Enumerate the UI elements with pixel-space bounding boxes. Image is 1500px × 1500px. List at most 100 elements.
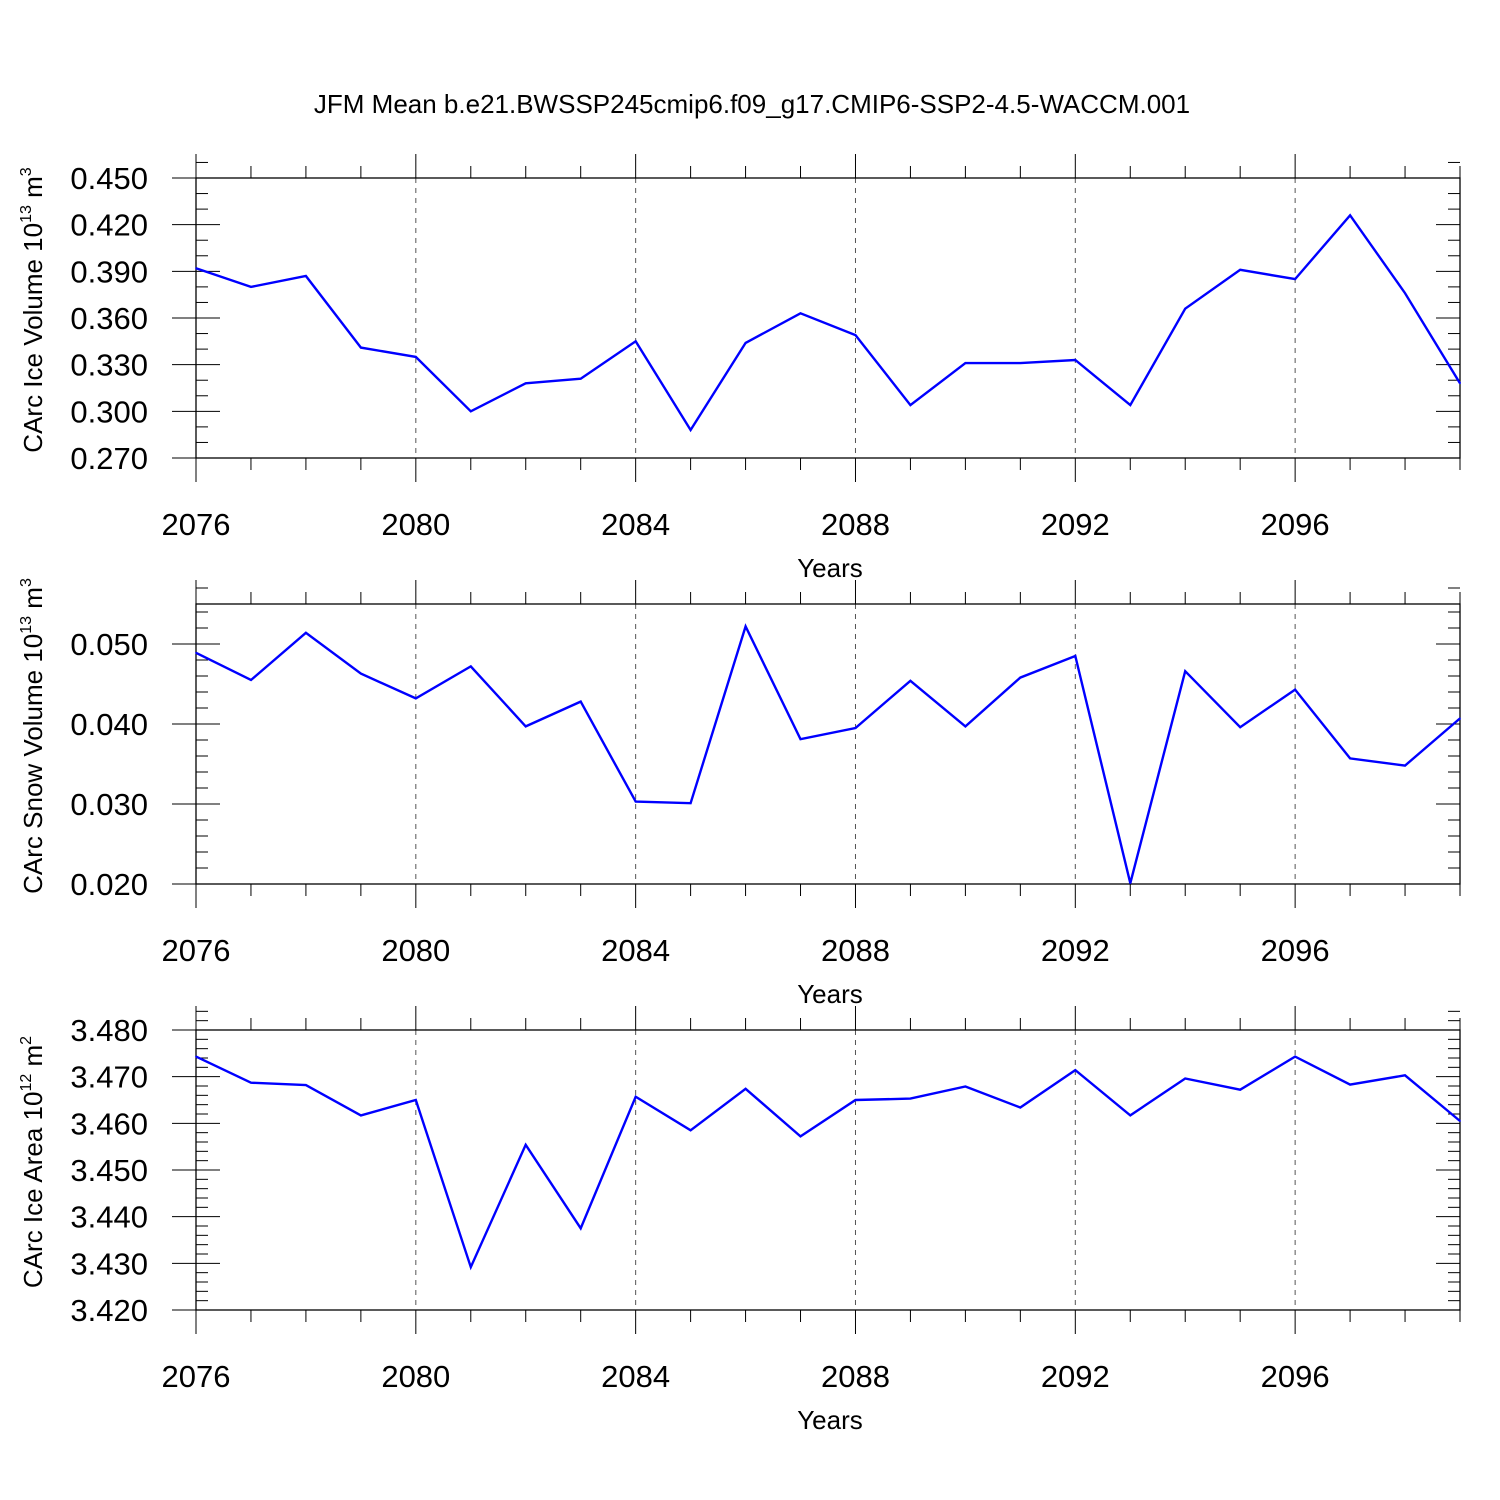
- x-tick-label: 2088: [821, 933, 890, 968]
- data-point: [1349, 757, 1351, 760]
- data-point: [1294, 278, 1296, 280]
- y-tick-label: 0.360: [70, 301, 148, 336]
- data-point: [964, 1085, 967, 1088]
- x-tick-label: 2092: [1041, 1359, 1110, 1394]
- data-point: [964, 362, 967, 364]
- x-tick-label: 2084: [601, 933, 670, 968]
- y-tick-label: 3.450: [70, 1153, 148, 1188]
- data-point: [250, 286, 252, 288]
- data-point: [634, 340, 637, 343]
- y-tick-label: 3.470: [70, 1060, 148, 1095]
- data-point: [1184, 670, 1187, 672]
- data-point: [744, 342, 747, 344]
- y-axis-label: CArc Ice Volume 1013 m3: [18, 167, 48, 452]
- data-point: [909, 1097, 912, 1100]
- data-point: [1239, 1088, 1241, 1091]
- x-tick-label: 2088: [821, 507, 890, 542]
- y-tick-label: 0.020: [70, 867, 148, 902]
- series-line: [195, 623, 1461, 884]
- x-tick-label: 2096: [1261, 933, 1330, 968]
- data-point: [1019, 1106, 1022, 1109]
- data-point: [305, 632, 307, 634]
- data-point: [1184, 307, 1187, 310]
- data-point: [1349, 214, 1351, 217]
- data-point: [305, 275, 307, 277]
- x-tick-label: 2084: [601, 1359, 670, 1394]
- data-point: [634, 1095, 637, 1098]
- x-tick-label: 2096: [1261, 507, 1330, 542]
- data-point: [1294, 688, 1296, 691]
- series-line: [195, 1055, 1461, 1271]
- y-tick-label: 3.480: [70, 1013, 148, 1048]
- data-point: [1019, 362, 1022, 364]
- panel-1: 0.270 0.300 0.330 0.360 0.390 0.420 0.450 2076 2…: [18, 154, 1462, 583]
- y-tick-label: 3.420: [70, 1293, 148, 1328]
- x-axis-label: Years: [797, 979, 863, 1009]
- y-tick-label: 3.440: [70, 1200, 148, 1235]
- data-point: [744, 1088, 747, 1090]
- data-point: [854, 727, 857, 729]
- data-point: [360, 1114, 362, 1117]
- y-tick-label: 0.300: [70, 394, 148, 429]
- data-point: [1459, 382, 1461, 385]
- y-tick-label: 0.040: [70, 707, 148, 742]
- data-point: [1404, 292, 1406, 294]
- data-point: [524, 1144, 527, 1146]
- data-point: [469, 1266, 472, 1268]
- x-tick-label: 2076: [162, 1359, 231, 1394]
- data-point: [1459, 717, 1461, 720]
- data-point: [744, 625, 747, 628]
- data-point: [799, 312, 802, 315]
- data-point: [195, 267, 197, 270]
- chart-title: JFM Mean b.e21.BWSSP245cmip6.f09_g17.CMI…: [314, 89, 1190, 119]
- panel-2: 0.020 0.030 0.040 0.050 2076 2080 2084 2088 2092…: [18, 578, 1461, 1009]
- data-point: [360, 346, 362, 349]
- y-tick-label: 0.450: [70, 161, 148, 196]
- data-point: [689, 1129, 692, 1132]
- panel-3: 3.420 3.430 3.440 3.450 3.460 3.470 3.480 2076 2…: [18, 1006, 1461, 1435]
- data-point: [1184, 1077, 1187, 1080]
- data-point: [1404, 1074, 1406, 1077]
- data-point: [360, 672, 362, 675]
- series-line: [195, 213, 1462, 433]
- y-tick-label: 0.330: [70, 348, 148, 383]
- x-axis-label: Years: [797, 1405, 863, 1435]
- data-point: [469, 410, 472, 413]
- x-tick-label: 2096: [1261, 1359, 1330, 1394]
- x-tick-label: 2088: [821, 1359, 890, 1394]
- x-tick-label: 2080: [381, 1359, 450, 1394]
- x-tick-label: 2076: [162, 507, 231, 542]
- data-point: [1074, 359, 1077, 361]
- data-point: [524, 725, 527, 728]
- data-point: [1019, 676, 1022, 679]
- data-point: [250, 679, 252, 681]
- data-point: [909, 680, 912, 682]
- y-tick-label: 0.050: [70, 627, 148, 662]
- data-point: [1129, 1114, 1132, 1117]
- data-point: [1074, 655, 1077, 657]
- data-point: [854, 334, 857, 336]
- data-point: [305, 1084, 307, 1086]
- y-tick-label: 0.420: [70, 208, 148, 243]
- x-tick-label: 2092: [1041, 933, 1110, 968]
- data-point: [1074, 1069, 1077, 1071]
- data-point: [1459, 1120, 1461, 1122]
- y-axis-label: CArc Ice Area 1012 m2: [18, 1036, 48, 1288]
- y-tick-label: 0.270: [70, 441, 148, 476]
- x-tick-label: 2080: [381, 933, 450, 968]
- data-point: [195, 1055, 197, 1058]
- y-tick-label: 3.430: [70, 1246, 148, 1281]
- data-point: [469, 665, 472, 668]
- x-axis-label: Years: [797, 553, 863, 583]
- data-point: [1404, 764, 1406, 767]
- x-tick-label: 2076: [162, 933, 231, 968]
- y-axis-label: CArc Snow Volume 1013 m3: [18, 578, 48, 894]
- y-tick-label: 0.390: [70, 254, 148, 289]
- data-point: [1129, 404, 1132, 406]
- data-point: [524, 382, 527, 385]
- data-point: [689, 429, 692, 431]
- data-point: [579, 1227, 582, 1230]
- data-point: [1239, 268, 1241, 271]
- data-point: [799, 1135, 802, 1138]
- data-point: [854, 1099, 857, 1101]
